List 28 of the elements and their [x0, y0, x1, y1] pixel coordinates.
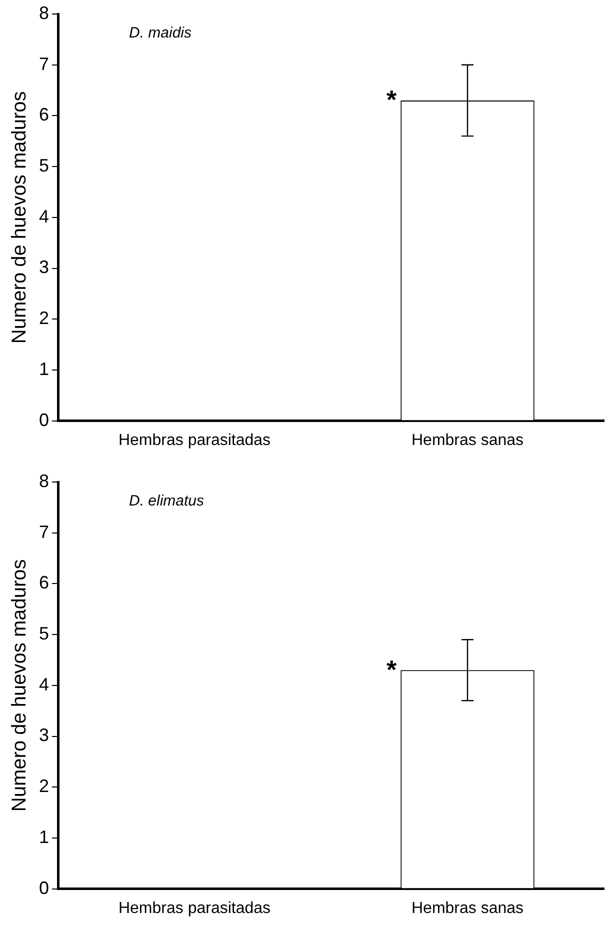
annotation: *	[386, 84, 398, 115]
y-tick-label: 1	[38, 826, 50, 847]
y-tick-label: 6	[38, 572, 50, 593]
text: D. maidis	[128, 24, 192, 42]
y-tick-label: 0	[38, 878, 50, 898]
x-tick-label: Hembras parasitadas	[118, 432, 271, 449]
y-axis-title: Numero de huevos maduros	[8, 91, 31, 344]
y-tick-label: 2	[38, 776, 50, 796]
x-tick-label: Hembras parasitadas	[118, 900, 271, 917]
y-tick-label: 7	[38, 522, 50, 542]
x-tick-label: Hembras sanas	[411, 432, 524, 449]
y-tick-label: 4	[38, 206, 50, 226]
y-tick-label: 8	[38, 470, 50, 491]
text: D. elimatus	[128, 492, 205, 510]
y-tick-label: 1	[38, 358, 50, 379]
y-axis-title: Numero de huevos maduros	[8, 559, 31, 812]
y-tick-label: 0	[38, 410, 50, 430]
y-tick-label: 2	[38, 308, 50, 328]
y-tick-label: 5	[38, 624, 50, 644]
y-tick-label: 8	[38, 2, 50, 23]
y-tick-label: 5	[38, 156, 50, 176]
y-tick-label: 6	[38, 104, 50, 125]
annotation: *	[386, 654, 398, 684]
y-tick-label: 3	[38, 257, 50, 278]
y-tick-label: 4	[38, 674, 50, 694]
x-tick-label: Hembras sanas	[411, 900, 524, 917]
y-tick-label: 3	[38, 725, 50, 746]
y-tick-label: 7	[38, 54, 50, 74]
